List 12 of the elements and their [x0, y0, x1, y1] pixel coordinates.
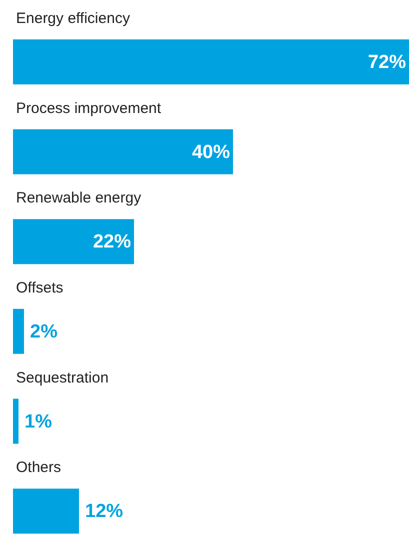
- y-tick-label: Process improvement: [16, 100, 162, 117]
- y-tick-label: Energy efficiency: [16, 10, 130, 27]
- y-tick-label: Renewable energy: [16, 190, 142, 207]
- data-label: 2%: [30, 321, 58, 342]
- y-tick-label: Others: [16, 459, 62, 476]
- y-tick-label: Sequestration: [16, 369, 109, 386]
- data-label: 12%: [85, 501, 124, 522]
- data-label: 72%: [368, 52, 406, 73]
- y-tick-label: Offsets: [16, 279, 64, 296]
- data-label: 22%: [92, 232, 132, 253]
- data-label: 1%: [24, 411, 52, 432]
- data-label: 40%: [192, 142, 230, 163]
